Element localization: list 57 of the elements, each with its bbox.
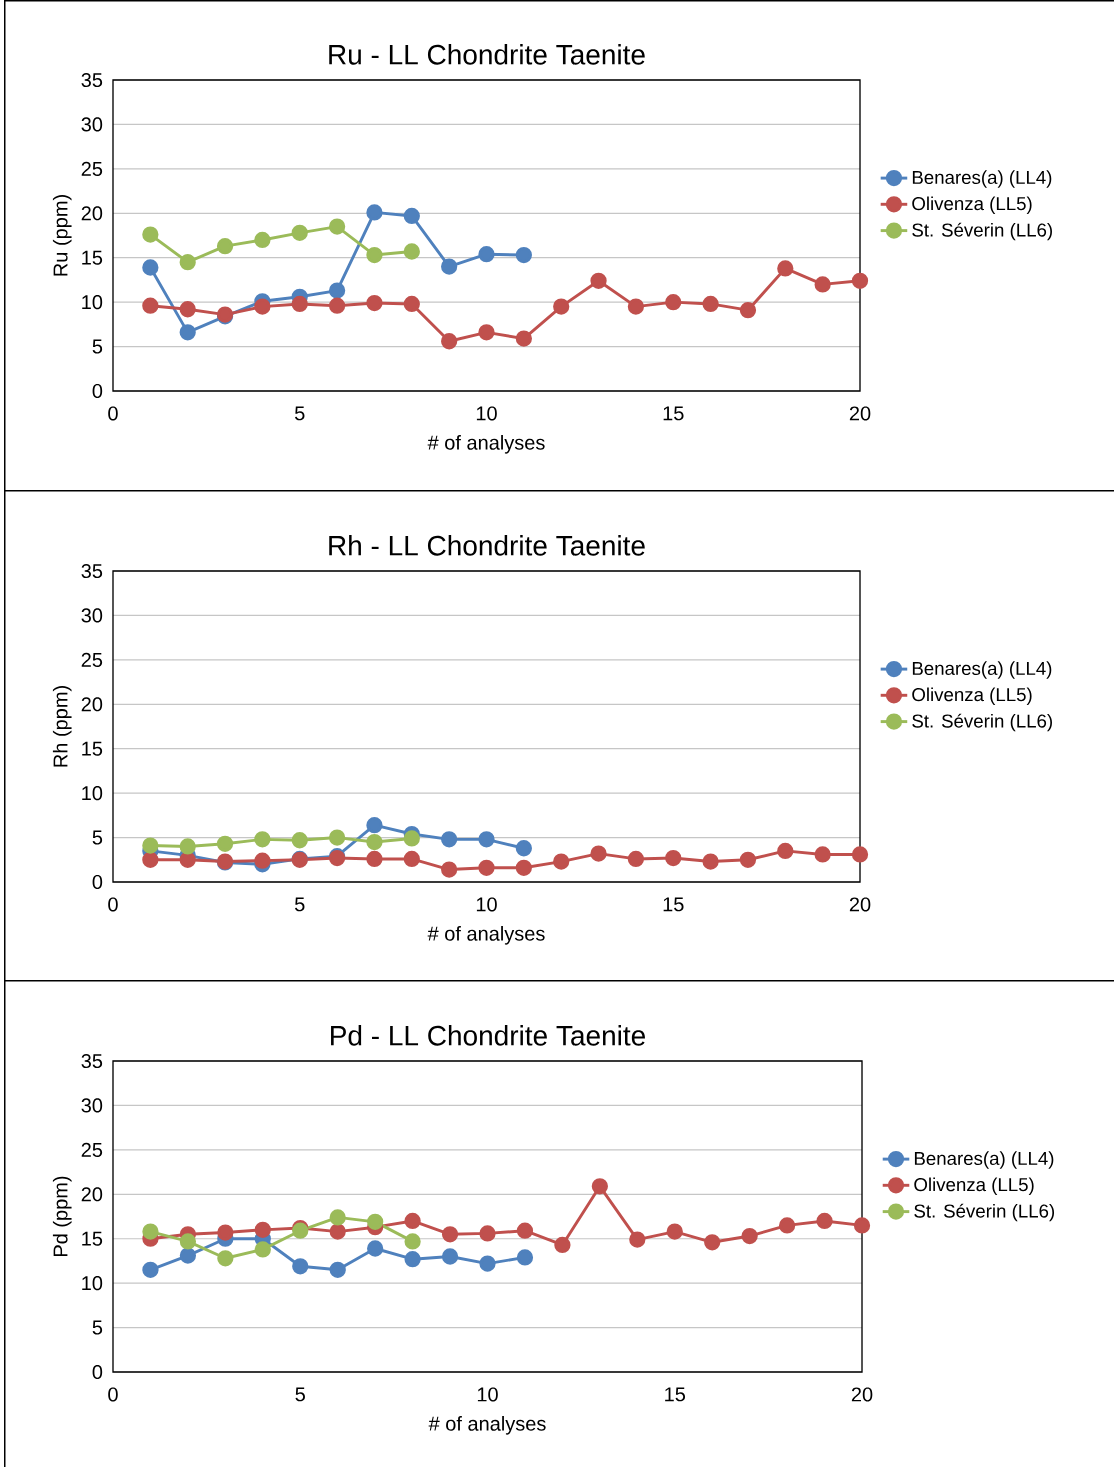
- y-tick-label: 20: [81, 697, 103, 712]
- x-tick-label: 20: [851, 1387, 873, 1402]
- y-tick-label: 0: [92, 383, 103, 399]
- chart-title: Rh - LL Chondrite Taenite: [329, 535, 645, 556]
- y-tick-label: 15: [82, 1231, 103, 1246]
- chart-title: Pd - LL Chondrite Taenite: [331, 1025, 645, 1046]
- x-tick-label: 15: [665, 1387, 686, 1402]
- y-tick-label: 0: [92, 1364, 103, 1380]
- y-axis-title: Rh (ppm): [52, 686, 72, 767]
- y-axis-title: Pd (ppm): [52, 1176, 72, 1257]
- y-tick-label: 30: [81, 608, 103, 623]
- x-axis-title: # of analyses: [427, 926, 545, 945]
- legend-label: Benares(a) (LL4): [912, 661, 1052, 679]
- y-tick-label: 10: [82, 786, 103, 801]
- x-tick-label: 10: [477, 1387, 498, 1402]
- x-tick-label: 10: [476, 406, 497, 421]
- y-tick-label: 30: [81, 1098, 103, 1113]
- y-tick-label: 35: [81, 72, 103, 88]
- y-axis-title: Ru (ppm): [52, 195, 72, 276]
- y-tick-label: 25: [81, 1142, 103, 1157]
- legend-label: Olivenza (LL5): [914, 1177, 1034, 1195]
- x-tick-label: 5: [294, 406, 305, 421]
- y-tick-label: 0: [92, 874, 103, 890]
- y-tick-label: 5: [92, 339, 103, 354]
- y-tick-label: 5: [92, 830, 103, 845]
- x-tick-label: 0: [108, 1387, 118, 1402]
- x-tick-label: 15: [663, 406, 684, 421]
- x-tick-label: 20: [849, 897, 871, 912]
- y-tick-label: 35: [81, 1053, 103, 1069]
- legend-label: Olivenza (LL5): [912, 687, 1032, 705]
- y-tick-label: 30: [81, 117, 103, 132]
- legend-label: St. Séverin (LL6): [912, 222, 1052, 241]
- y-tick-label: 15: [82, 741, 103, 756]
- x-tick-label: 10: [476, 897, 497, 912]
- x-axis-title: # of analyses: [427, 435, 545, 454]
- x-axis-title: # of analyses: [428, 1416, 546, 1435]
- x-tick-label: 0: [108, 406, 118, 421]
- legend-label: St. Séverin (LL6): [914, 1203, 1055, 1222]
- x-tick-label: 15: [663, 897, 684, 912]
- x-tick-label: 5: [294, 897, 305, 912]
- x-tick-label: 5: [295, 1387, 305, 1402]
- y-tick-label: 35: [81, 563, 103, 579]
- y-tick-label: 20: [81, 206, 103, 221]
- x-tick-label: 0: [108, 897, 118, 912]
- legend-label: Olivenza (LL5): [912, 196, 1032, 214]
- y-tick-label: 25: [81, 161, 103, 176]
- legend-label: Benares(a) (LL4): [914, 1151, 1054, 1169]
- y-tick-label: 10: [82, 295, 103, 310]
- y-tick-label: 15: [82, 250, 103, 265]
- chart-title: Ru - LL Chondrite Taenite: [329, 44, 645, 65]
- legend-label: Benares(a) (LL4): [912, 170, 1052, 188]
- y-tick-label: 10: [82, 1276, 103, 1291]
- y-tick-label: 25: [81, 652, 103, 667]
- x-tick-label: 20: [849, 406, 871, 421]
- legend-label: St. Séverin (LL6): [912, 713, 1052, 732]
- y-tick-label: 20: [81, 1187, 103, 1202]
- y-tick-label: 5: [92, 1320, 103, 1335]
